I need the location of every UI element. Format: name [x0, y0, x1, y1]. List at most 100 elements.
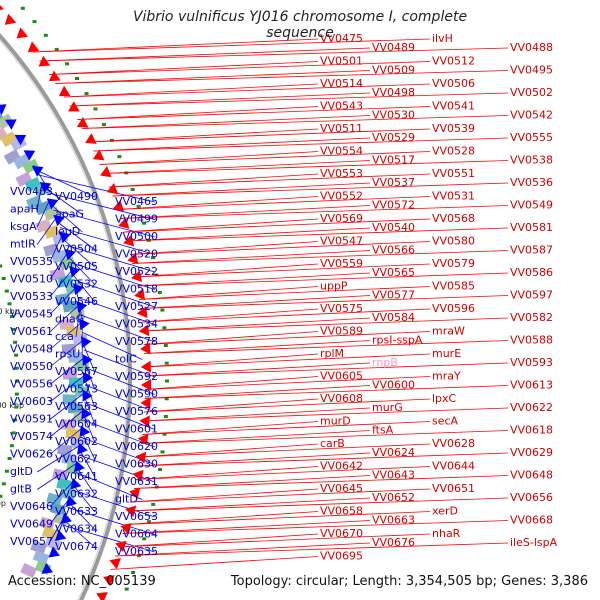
- forward-gene-label: VV0549: [510, 199, 553, 212]
- forward-leader-line: [135, 466, 431, 480]
- forward-leader-line: [117, 196, 319, 210]
- reverse-gene-arrow: [14, 134, 27, 146]
- reverse-leader-line: [70, 262, 155, 290]
- reverse-leader-line: [49, 322, 82, 350]
- forward-gene-label: lpxC: [432, 392, 457, 405]
- reverse-leader-line: [71, 489, 155, 518]
- forward-leader-line: [55, 70, 509, 84]
- gc-block: [0, 127, 9, 144]
- forward-leader-line: [137, 452, 509, 467]
- reverse-gene-label: VV0634: [55, 523, 98, 536]
- reverse-leader-line: [46, 192, 155, 220]
- forward-leader-line: [143, 331, 319, 345]
- forward-leader-line: [144, 362, 509, 377]
- reverse-leader-line: [84, 397, 96, 425]
- forward-gene-label: VV0495: [510, 64, 553, 77]
- tick-mark: [142, 221, 146, 225]
- tick-mark: [7, 302, 12, 306]
- gc-block: [60, 487, 77, 501]
- accession-label: Accession: NC_005139: [8, 574, 156, 589]
- reverse-gene-label: VV0632: [55, 488, 98, 501]
- reverse-gene-label: VV0630: [115, 458, 158, 471]
- reverse-gene-label: VV0504: [55, 243, 98, 256]
- tick-mark: [75, 77, 79, 80]
- forward-leader-line: [128, 497, 509, 512]
- genome-backbone-edge: [0, 39, 128, 600]
- forward-gene-label: VV0501: [320, 55, 363, 68]
- reverse-gene-label: gltB: [10, 483, 32, 496]
- reverse-gene-label: VV0567: [55, 365, 98, 378]
- reverse-leader-line: [84, 367, 155, 395]
- reverse-leader-line: [76, 467, 96, 495]
- reverse-gene-label: ksgA: [10, 220, 37, 233]
- forward-leader-line: [39, 47, 371, 62]
- reverse-gene-label: mtlR: [10, 238, 36, 251]
- forward-leader-line: [132, 250, 371, 264]
- forward-gene-label: VV0512: [432, 55, 475, 68]
- reverse-gene-label: VV0592: [115, 370, 158, 383]
- forward-leader-line: [139, 443, 431, 458]
- reverse-gene-label: apaH: [10, 203, 39, 216]
- forward-leader-line: [130, 241, 319, 255]
- forward-label-leaders: [32, 38, 509, 570]
- forward-strand-genes: [0, 0, 152, 600]
- forward-gene-label: rnpB: [372, 356, 398, 369]
- forward-gene-label: VV0580: [432, 235, 475, 248]
- forward-gene-arrow: [112, 200, 125, 212]
- forward-gene-arrow: [92, 149, 105, 161]
- forward-leader-line: [117, 196, 431, 210]
- reverse-gene-label: VV0604: [55, 418, 98, 431]
- forward-gene-label: rplM: [320, 347, 344, 360]
- forward-leader-line: [124, 218, 319, 233]
- tick-mark: [101, 123, 106, 127]
- gc-block: [62, 394, 77, 405]
- gc-block: [24, 176, 42, 192]
- reverse-leader-line: [84, 384, 155, 413]
- forward-gene-label: VV0670: [320, 527, 363, 540]
- tick-mark: [124, 587, 129, 591]
- forward-gene-arrow: [136, 306, 148, 319]
- forward-gene-label: VV0538: [510, 154, 553, 167]
- reverse-gene-label: VV0574: [10, 430, 53, 443]
- tick-mark: [162, 432, 167, 436]
- tick-mark: [20, 6, 25, 10]
- tick-mark: [160, 450, 165, 454]
- reverse-gene-label: gltD: [10, 465, 33, 478]
- reverse-leader-line: [79, 449, 96, 478]
- reverse-gene-label: cca: [55, 330, 74, 343]
- forward-leader-line: [130, 488, 319, 503]
- forward-leader-line: [89, 128, 431, 143]
- tick-mark: [93, 107, 98, 111]
- reverse-gene-label: VV0674: [55, 540, 98, 553]
- forward-leader-line: [135, 466, 319, 480]
- tick-mark: [136, 204, 141, 208]
- reverse-leader-line: [36, 217, 57, 245]
- forward-leader-line: [77, 106, 431, 120]
- forward-gene-label: ileS-lspA: [510, 536, 558, 549]
- forward-gene-label: VV0585: [432, 280, 475, 293]
- tick-mark: [154, 273, 159, 277]
- forward-gene-arrow: [141, 378, 152, 391]
- forward-leader-line: [122, 520, 509, 534]
- forward-leader-line: [32, 38, 431, 53]
- gc-block: [22, 158, 40, 174]
- forward-gene-label: VV0511: [320, 122, 363, 135]
- forward-leader-line: [108, 173, 319, 188]
- forward-gene-label: VV0509: [372, 64, 415, 77]
- reverse-gene-label: VV0657: [10, 535, 53, 548]
- forward-leader-line: [138, 286, 431, 300]
- forward-gene-label: VV0566: [372, 244, 415, 257]
- reverse-gene-arrow: [4, 119, 17, 130]
- forward-leader-line: [125, 511, 431, 525]
- reverse-gene-arrow: [65, 495, 77, 507]
- forward-leader-line: [108, 173, 431, 188]
- forward-leader-line: [93, 137, 509, 152]
- forward-leader-line: [142, 421, 431, 435]
- gc-block: [68, 351, 83, 363]
- forward-gene-arrow: [132, 469, 144, 482]
- tick-mark: [11, 431, 16, 435]
- reverse-gene-label: VV0653: [115, 510, 158, 523]
- reverse-strand-genes: [0, 104, 93, 574]
